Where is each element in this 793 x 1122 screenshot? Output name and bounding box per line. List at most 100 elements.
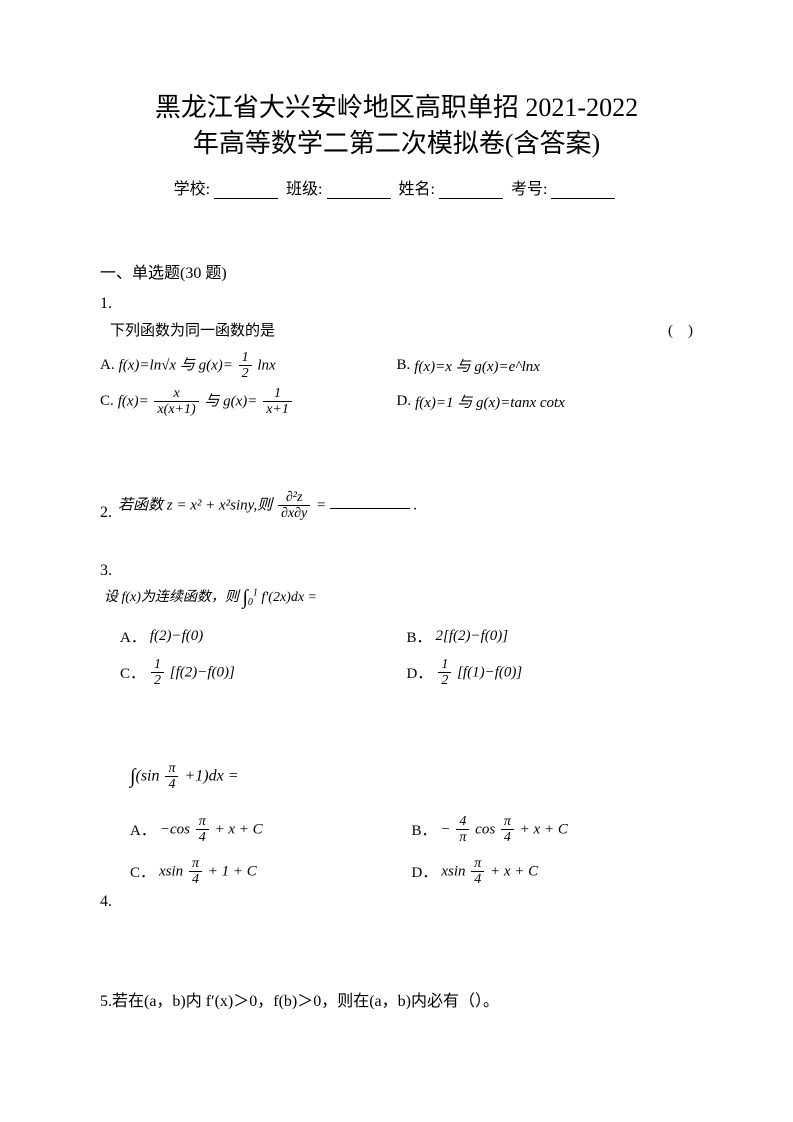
q4-a-content: −cos π4 + x + C [160, 814, 263, 846]
blank-examno[interactable] [551, 183, 615, 199]
q1-c-label: C. [100, 393, 114, 410]
q1-options: A. f(x)=ln√x 与 g(x)= 12 lnx B. f(x)=x 与 … [100, 348, 693, 420]
q4-a-num: π [196, 814, 209, 829]
label-name: 姓名: [399, 181, 435, 198]
label-class: 班级: [286, 181, 322, 198]
q1-option-a: A. f(x)=ln√x 与 g(x)= 12 lnx [100, 348, 397, 384]
q4-a-pre: −cos [160, 821, 190, 837]
q1-c-num2: 1 [271, 386, 284, 401]
q1-c-pre: f(x)= [118, 393, 149, 409]
question-2: 2. 若函数 z = x² + x²siny,则 ∂²z∂x∂y = . [100, 490, 693, 522]
q3-post: f'(2x)dx = [261, 590, 317, 605]
q1-b-label: B. [397, 357, 411, 374]
q4-c-post: + 1 + C [208, 863, 257, 879]
q3-d-den: 2 [438, 672, 451, 688]
q3-options: A． f(2)−f(0) B． 2[f(2)−f(0)] C． 12 [f(2)… [120, 619, 693, 691]
question-1: 1. 下列函数为同一函数的是 ( ) A. f(x)=ln√x 与 g(x)= … [100, 295, 693, 420]
q1-a-label: A. [100, 357, 115, 374]
exam-title: 黑龙江省大兴安岭地区高职单招 2021-2022 年高等数学二第二次模拟卷(含答… [100, 90, 693, 163]
q3-c-label: C． [120, 662, 145, 683]
q1-prompt: 下列函数为同一函数的是 [110, 323, 275, 339]
q4-option-d: D． xsin π4 + x + C [412, 851, 694, 893]
q4-d-label: D． [412, 861, 438, 882]
q2-pre: 若函数 z = x² + x²siny,则 [118, 497, 272, 513]
q4-c-num: π [189, 856, 202, 871]
q3-a-content: f(2)−f(0) [150, 628, 203, 645]
q1-c-num1: x [170, 386, 182, 401]
q4-option-a: A． −cos π4 + x + C [130, 809, 412, 851]
q4-a-post: + x + C [214, 821, 262, 837]
q4-d-post: + x + C [490, 863, 538, 879]
q2-eq: = [316, 497, 330, 513]
q3-option-d: D． 12 [f(1)−f(0)] [407, 655, 694, 691]
q3-c-text: [f(2)−f(0)] [170, 664, 235, 680]
q2-num: ∂²z [283, 490, 306, 505]
q4-options: A． −cos π4 + x + C B． − 4π cos π4 + x + … [130, 809, 693, 893]
q3-c-content: 12 [f(2)−f(0)] [149, 657, 235, 689]
q1-d-content: f(x)=1 与 g(x)=tanx cotx [415, 391, 565, 412]
q1-option-c: C. f(x)= xx(x+1) 与 g(x)= 1x+1 [100, 384, 397, 420]
section-1-title: 一、单选题(30 题) [100, 259, 693, 283]
q1-text: 下列函数为同一函数的是 ( ) [110, 319, 693, 340]
q2-number: 2. [100, 504, 112, 522]
q3-d-content: 12 [f(1)−f(0)] [436, 657, 522, 689]
q3-option-c: C． 12 [f(2)−f(0)] [120, 655, 407, 691]
question-3: 3. 设 f(x)为连续函数，则 ∫01 f'(2x)dx = A． f(2)−… [100, 562, 693, 691]
blank-school[interactable] [214, 183, 278, 199]
q4-number: 4. [100, 893, 693, 911]
q4-b-label: B． [412, 819, 437, 840]
q1-number: 1. [100, 295, 693, 313]
q4-b-den1: π [456, 829, 469, 845]
q4-eq-num: π [165, 761, 178, 776]
q3-option-b: B． 2[f(2)−f(0)] [407, 619, 694, 655]
label-examno: 考号: [511, 181, 547, 198]
title-line-2: 年高等数学二第二次模拟卷(含答案) [193, 129, 600, 158]
q3-int-upper: 1 [253, 587, 258, 598]
q3-b-content: 2[f(2)−f(0)] [436, 628, 509, 645]
q4-pre: (sin [135, 767, 159, 784]
q4-a-den: 4 [196, 829, 209, 845]
q1-option-d: D. f(x)=1 与 g(x)=tanx cotx [397, 384, 694, 420]
q3-c-num: 1 [151, 657, 164, 672]
q3-b-label: B． [407, 626, 432, 647]
q1-option-b: B. f(x)=x 与 g(x)=e^lnx [397, 348, 694, 384]
q3-option-a: A． f(2)−f(0) [120, 619, 407, 655]
q1-d-label: D. [397, 393, 412, 410]
student-info-line: 学校: 班级: 姓名: 考号: [100, 175, 693, 199]
q2-dot: . [414, 497, 418, 513]
q4-b-num2: π [501, 814, 514, 829]
q4-d-content: xsin π4 + x + C [441, 856, 538, 888]
q1-a-post: lnx [257, 357, 275, 373]
label-school: 学校: [174, 181, 210, 198]
q4-b-mid: cos [475, 821, 495, 837]
q4-b-pre: − [441, 821, 451, 837]
q4-a-label: A． [130, 819, 156, 840]
q3-a-label: A． [120, 626, 146, 647]
q2-blank[interactable] [330, 495, 410, 509]
q3-c-den: 2 [151, 672, 164, 688]
q4-b-den2: 4 [501, 829, 514, 845]
q3-d-text: [f(1)−f(0)] [457, 664, 522, 680]
blank-name[interactable] [439, 183, 503, 199]
blank-class[interactable] [327, 183, 391, 199]
q3-prompt: 设 f(x)为连续函数，则 ∫01 f'(2x)dx = [104, 586, 693, 609]
q3-pre: 设 f(x)为连续函数，则 [104, 590, 242, 605]
q1-c-den2: x+1 [263, 401, 292, 417]
title-line-1: 黑龙江省大兴安岭地区高职单招 2021-2022 [155, 93, 638, 122]
q4-b-content: − 4π cos π4 + x + C [441, 814, 568, 846]
q3-d-label: D． [407, 662, 433, 683]
q1-a-pre: f(x)=ln√x 与 g(x)= [119, 357, 233, 373]
q4-c-pre: xsin [159, 863, 183, 879]
q4-c-den: 4 [189, 871, 202, 887]
q4-c-label: C． [130, 861, 155, 882]
q4-eq-den: 4 [165, 776, 178, 792]
q1-a-num: 1 [239, 350, 252, 365]
q3-int-lower: 0 [248, 596, 253, 607]
q4-b-num1: 4 [456, 814, 469, 829]
question-5: 5.若在(a，b)内 f′(x)＞0，f(b)＞0，则在(a，b)内必有（）。 [100, 987, 693, 1011]
q3-d-num: 1 [438, 657, 451, 672]
q4-d-pre: xsin [441, 863, 465, 879]
q1-c-mid: 与 g(x)= [204, 393, 257, 409]
q2-den: ∂x∂y [278, 505, 310, 521]
q3-number: 3. [100, 562, 693, 580]
